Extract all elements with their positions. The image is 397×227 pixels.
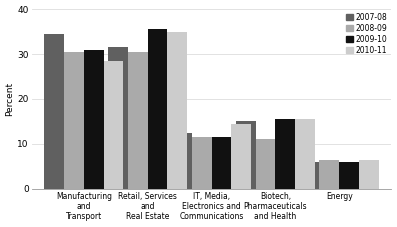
Bar xyxy=(192,137,212,189)
Bar xyxy=(320,160,339,189)
Bar xyxy=(104,61,123,189)
Bar xyxy=(256,139,276,189)
Bar xyxy=(64,52,84,189)
Bar xyxy=(44,34,64,189)
Bar xyxy=(295,119,315,189)
Bar xyxy=(276,119,295,189)
Bar xyxy=(300,162,320,189)
Bar xyxy=(108,47,128,189)
Bar xyxy=(359,160,379,189)
Bar xyxy=(212,137,231,189)
Bar xyxy=(172,133,192,189)
Bar xyxy=(148,29,168,189)
Bar xyxy=(128,52,148,189)
Bar xyxy=(231,124,251,189)
Y-axis label: Percent: Percent xyxy=(6,82,15,116)
Legend: 2007-08, 2008-09, 2009-10, 2010-11: 2007-08, 2008-09, 2009-10, 2010-11 xyxy=(346,13,387,55)
Bar xyxy=(168,32,187,189)
Bar xyxy=(84,49,104,189)
Bar xyxy=(339,162,359,189)
Bar xyxy=(236,121,256,189)
